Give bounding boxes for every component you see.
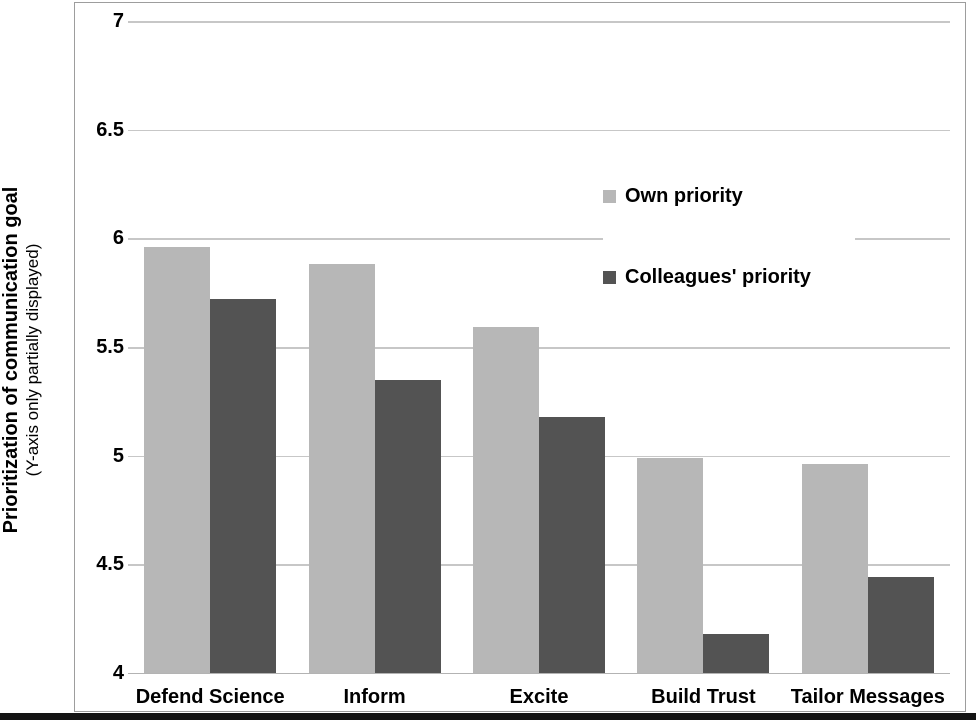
bar-colleagues-priority-tailor-messages — [867, 577, 934, 673]
y-tick-label-6.5: 6.5 — [96, 118, 124, 141]
y-axis-title: Prioritization of communication goal (Y-… — [0, 80, 56, 640]
y-axis-title-note: (Y-axis only partially displayed) — [23, 243, 42, 477]
y-tick-label-7: 7 — [112, 10, 124, 32]
gridline-y-6.5 — [128, 129, 950, 132]
legend: Own priority Colleagues' priority — [603, 185, 855, 289]
plot-area — [128, 21, 950, 674]
y-tick-label-4.5: 4.5 — [96, 553, 124, 576]
y-tick-label-4: 4 — [112, 662, 124, 684]
gridline-y-6 — [128, 238, 950, 240]
x-axis-label-excite: Excite — [509, 686, 569, 708]
x-axis-line — [128, 672, 950, 674]
y-tick-label-6: 6 — [112, 227, 124, 250]
x-axis-label-inform: Inform — [343, 686, 406, 708]
bar-own-priority-tailor-messages — [801, 464, 868, 673]
x-axis-label-defend-science: Defend Science — [135, 686, 285, 708]
legend-label-colleagues-priority: Colleagues' priority — [625, 266, 811, 288]
legend-swatch-colleagues-priority-icon — [603, 271, 616, 284]
y-tick-label-5: 5 — [112, 444, 124, 467]
bar-colleagues-priority-inform — [374, 379, 441, 673]
bar-colleagues-priority-defend-science — [210, 299, 277, 673]
bar-colleagues-priority-excite — [539, 416, 605, 673]
legend-label-own-priority: Own priority — [625, 185, 743, 207]
legend-swatch-own-priority-icon — [603, 190, 616, 203]
gridline-y-5.5 — [128, 347, 950, 349]
bar-own-priority-defend-science — [144, 247, 211, 673]
y-axis-title-main: Prioritization of communication goal — [0, 186, 22, 534]
bar-colleagues-priority-build-trust — [703, 633, 770, 673]
x-axis-label-build-trust: Build Trust — [651, 686, 756, 708]
bar-own-priority-excite — [473, 327, 539, 673]
x-axis-label-tailor-messages: Tailor Messages — [790, 686, 945, 708]
image-bottom-border — [0, 713, 976, 720]
y-tick-label-5.5: 5.5 — [96, 336, 124, 358]
legend-item-own-priority: Own priority — [603, 185, 855, 208]
bar-own-priority-inform — [308, 264, 375, 673]
gridline-y-7 — [128, 21, 950, 23]
bar-own-priority-build-trust — [637, 457, 704, 673]
legend-item-colleagues-priority: Colleagues' priority — [603, 266, 855, 289]
